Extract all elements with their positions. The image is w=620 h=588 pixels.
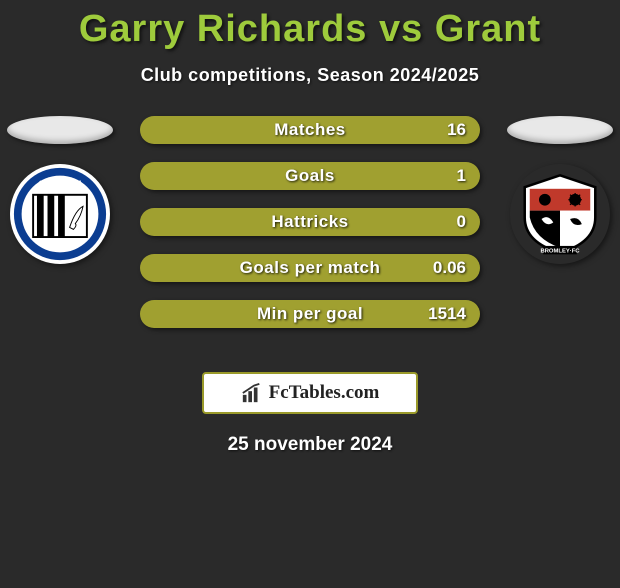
- bar-chart-icon: [241, 382, 263, 404]
- stats-area: GILLINGHAM BROMLEY·FC: [0, 116, 620, 346]
- left-club-badge: GILLINGHAM: [10, 164, 110, 264]
- footer-date: 25 november 2024: [0, 434, 620, 456]
- stat-bar-matches: Matches 16: [140, 116, 480, 144]
- left-player-marker: [7, 116, 113, 144]
- branding-box[interactable]: FcTables.com: [202, 372, 418, 414]
- stat-label: Matches: [274, 120, 346, 140]
- page-title: Garry Richards vs Grant: [0, 8, 620, 51]
- gillingham-badge-icon: GILLINGHAM: [12, 166, 108, 262]
- right-player-column: BROMLEY·FC: [500, 116, 620, 264]
- stat-label: Goals per match: [240, 258, 381, 278]
- stat-value: 1514: [428, 304, 466, 324]
- svg-text:BROMLEY·FC: BROMLEY·FC: [540, 249, 580, 255]
- stat-label: Hattricks: [271, 212, 348, 232]
- stat-bar-goals: Goals 1: [140, 162, 480, 190]
- bromley-badge-icon: BROMLEY·FC: [518, 172, 602, 256]
- right-player-marker: [507, 116, 613, 144]
- stat-value: 0: [457, 212, 466, 232]
- svg-text:GILLINGHAM: GILLINGHAM: [39, 180, 82, 187]
- stat-bar-gpm: Goals per match 0.06: [140, 254, 480, 282]
- page-subtitle: Club competitions, Season 2024/2025: [0, 65, 620, 86]
- branding-text: FcTables.com: [269, 382, 380, 404]
- stat-value: 16: [447, 120, 466, 140]
- stat-label: Goals: [285, 166, 335, 186]
- stat-bars: Matches 16 Goals 1 Hattricks 0 Goals per…: [140, 116, 480, 328]
- right-club-badge: BROMLEY·FC: [510, 164, 610, 264]
- stat-value: 0.06: [433, 258, 466, 278]
- stat-bar-hattricks: Hattricks 0: [140, 208, 480, 236]
- stat-label: Min per goal: [257, 304, 363, 324]
- stat-value: 1: [457, 166, 466, 186]
- left-player-column: GILLINGHAM: [0, 116, 120, 264]
- stat-bar-mpg: Min per goal 1514: [140, 300, 480, 328]
